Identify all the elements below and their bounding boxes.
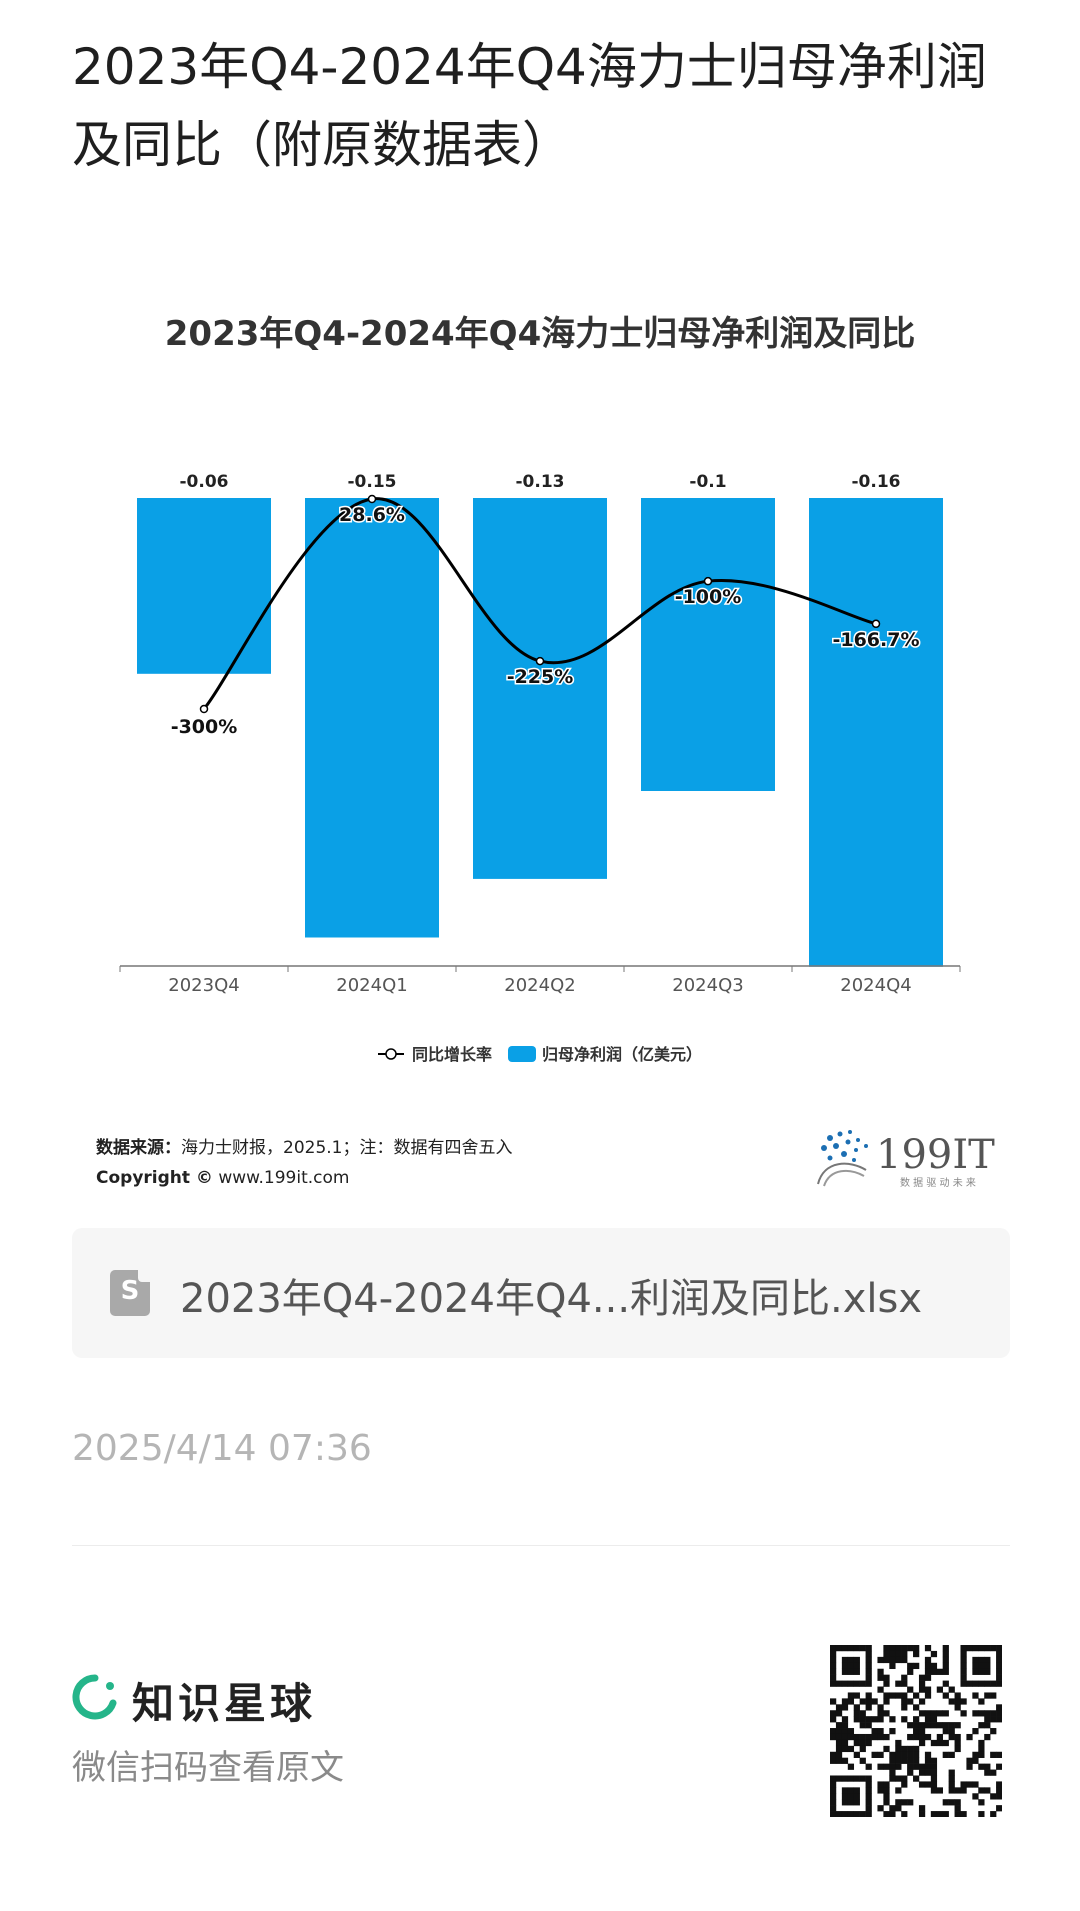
x-tick-label-2024Q4: 2024Q4 — [840, 975, 911, 996]
x-tick-label-2023Q4: 2023Q4 — [168, 975, 239, 996]
x-tick-label-2024Q1: 2024Q1 — [336, 975, 407, 996]
post-timestamp: 2025/4/14 07:36 — [72, 1428, 372, 1469]
attachment-card[interactable]: S 2023年Q4-2024年Q4...利润及同比.xlsx — [72, 1228, 1010, 1358]
line-label-2024Q1: 28.6% — [339, 504, 405, 526]
source-text: 海力士财报，2025.1；注：数据有四舍五入 — [181, 1138, 513, 1158]
legend-line-marker — [385, 1048, 397, 1060]
bar-2024Q1 — [305, 498, 439, 938]
line-label-2024Q4: -166.7% — [832, 629, 919, 651]
x-tick-label-2024Q2: 2024Q2 — [504, 975, 575, 996]
legend-label-profit: 归母净利润（亿美元） — [542, 1045, 702, 1064]
line-point-2024Q3 — [703, 576, 713, 586]
legend-label-growth: 同比增长率 — [412, 1045, 492, 1064]
x-axis: 2023Q4 2024Q1 2024Q2 2024Q3 2024Q4 — [119, 965, 961, 996]
attachment-filename: 2023年Q4-2024年Q4...利润及同比.xlsx — [180, 1276, 923, 1322]
copyright-label: Copyright © — [96, 1168, 213, 1188]
app-name: 知识星球 — [132, 1679, 317, 1728]
bar-label-2024Q3: -0.1 — [689, 472, 726, 492]
line-label-2023Q4: -300% — [171, 716, 238, 738]
qr-code[interactable] — [830, 1645, 1002, 1817]
199it-logo-tagline: 数 据 驱 动 未 来 — [900, 1176, 976, 1189]
divider — [72, 1545, 1010, 1546]
growth-line — [202, 497, 877, 710]
bar-label-2024Q2: -0.13 — [516, 472, 565, 492]
data-source: 数据来源：海力士财报，2025.1；注：数据有四舍五入 Copyright © … — [96, 1133, 512, 1193]
bar-label-2024Q4: -0.16 — [852, 472, 901, 492]
bar-2023Q4 — [137, 498, 271, 674]
bar-label-2024Q1: -0.15 — [348, 472, 397, 492]
199it-logo: 199IT 数 据 驱 动 未 来 — [817, 1130, 995, 1189]
scan-hint: 微信扫码查看原文 — [72, 1748, 344, 1788]
bars-layer: -0.06 -0.15 -0.13 -0.1 -0.16 — [137, 472, 943, 967]
spreadsheet-file-icon: S — [110, 1270, 150, 1316]
bar-2024Q3 — [641, 498, 775, 791]
copyright-text: www.199it.com — [218, 1168, 350, 1188]
line-label-2024Q2: -225% — [507, 666, 574, 688]
legend-bar-swatch — [508, 1046, 536, 1062]
page-title: 2023年Q4-2024年Q4海力士归母净利润及同比（附原数据表） — [72, 38, 987, 174]
line-point-2024Q1 — [367, 494, 377, 504]
source-label: 数据来源： — [96, 1138, 181, 1158]
chart: -0.06 -0.15 -0.13 -0.1 -0.16 2023Q4 2024Q1 202… — [119, 472, 961, 1064]
bar-2024Q2 — [473, 498, 607, 879]
line-point-2024Q2 — [535, 656, 545, 666]
legend: 同比增长率 归母净利润（亿美元） — [378, 1045, 702, 1064]
zsxq-logo-icon — [72, 1674, 117, 1720]
line-point-2024Q4 — [871, 619, 881, 629]
line-label-2024Q3: -100% — [675, 586, 742, 608]
199it-logo-text: 199IT — [876, 1132, 995, 1178]
bar-2024Q4 — [809, 498, 943, 967]
bar-label-2023Q4: -0.06 — [180, 472, 229, 492]
x-tick-label-2024Q3: 2024Q3 — [672, 975, 743, 996]
line-point-2023Q4 — [199, 704, 209, 714]
line-layer: -300% 28.6% -225% -100% -166.7% — [169, 494, 921, 740]
chart-title: 2023年Q4-2024年Q4海力士归母净利润及同比 — [164, 314, 916, 354]
